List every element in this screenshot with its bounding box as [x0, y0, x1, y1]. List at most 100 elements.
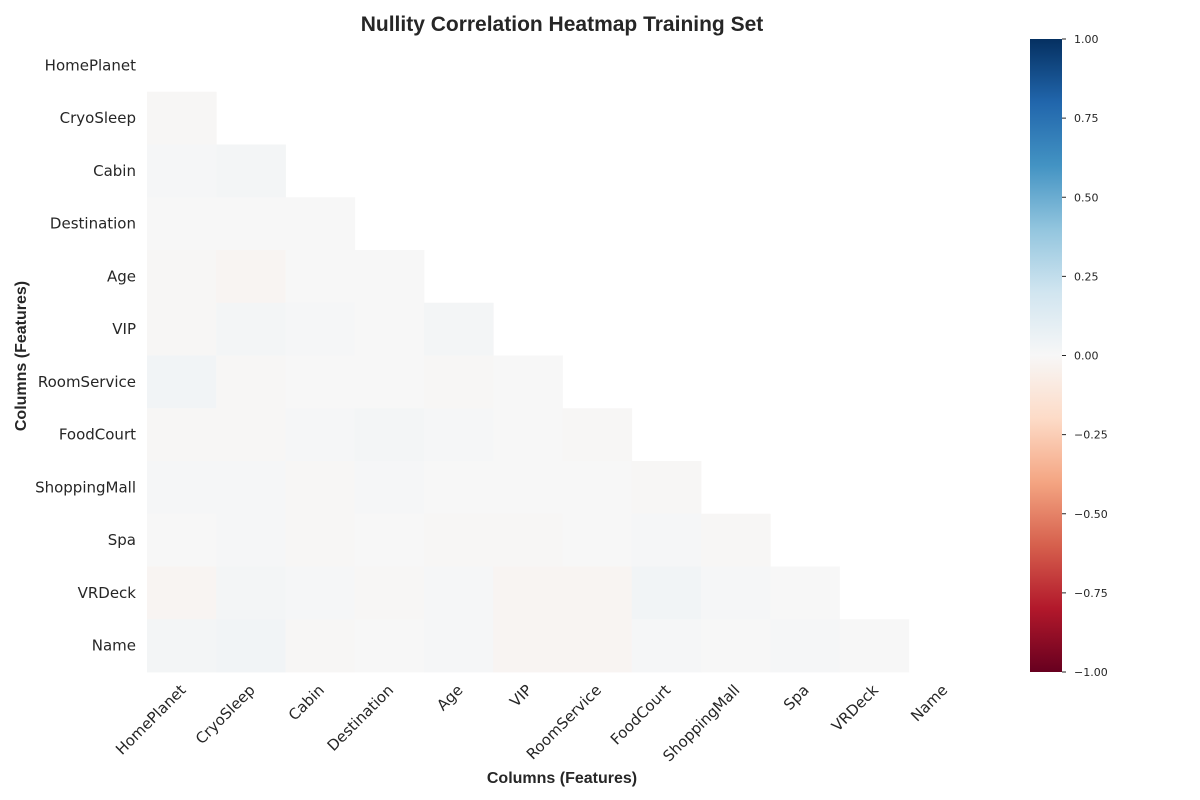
heatmap-cell	[562, 619, 633, 673]
y-tick-label: RoomService	[38, 373, 136, 391]
heatmap-cell	[285, 619, 356, 673]
x-tick-label: FoodCourt	[607, 681, 674, 748]
heatmap-cell	[493, 461, 563, 515]
heatmap-cell	[701, 619, 771, 673]
heatmap-cell	[354, 408, 425, 462]
heatmap-cell	[147, 461, 217, 515]
x-tick-label: CryoSleep	[192, 681, 259, 748]
y-axis-label: Columns (Features)	[13, 281, 30, 431]
heatmap-cell	[562, 566, 633, 620]
colorbar-tick-label: −0.25	[1074, 429, 1108, 442]
heatmap-cell	[354, 355, 425, 409]
heatmap-cell	[562, 461, 633, 515]
heatmap-cell	[631, 461, 702, 515]
heatmap-cell	[285, 355, 356, 409]
heatmap-cell	[839, 619, 910, 673]
heatmap-cell	[285, 461, 356, 515]
x-tick-label: Name	[907, 681, 951, 725]
y-tick-label: CryoSleep	[60, 109, 136, 127]
heatmap-cell	[216, 302, 286, 356]
heatmap-cell	[285, 302, 356, 356]
heatmap-cell	[493, 566, 563, 620]
heatmap-cell	[354, 619, 425, 673]
y-tick-label: FoodCourt	[59, 426, 136, 444]
heatmap-cell	[562, 408, 633, 462]
heatmap-cell	[770, 619, 840, 673]
x-tick-label: Destination	[324, 681, 398, 755]
colorbar-tick-label: 1.00	[1074, 33, 1099, 46]
x-axis-label: Columns (Features)	[487, 770, 637, 787]
heatmap-cell	[424, 619, 494, 673]
x-tick-label: HomePlanet	[112, 681, 189, 758]
heatmap-cell	[216, 144, 286, 198]
heatmap-cell	[147, 513, 217, 567]
heatmap-cell	[354, 566, 425, 620]
y-tick-label: Age	[107, 267, 136, 285]
heatmap-cell	[424, 513, 494, 567]
heatmap-cell	[147, 355, 217, 409]
colorbar-ticks: 1.00 0.75 0.50 0.25 0.00 −0.25 −0.50 −0.75 −1.00	[1062, 33, 1108, 679]
heatmap-cell	[147, 619, 217, 673]
colorbar-tick-label: −0.75	[1074, 587, 1108, 600]
heatmap-cell	[424, 408, 494, 462]
y-tick-label: Cabin	[93, 162, 136, 180]
x-tick-label: VIP	[506, 681, 536, 711]
colorbar-tick-label: 0.00	[1074, 350, 1099, 363]
heatmap-cell	[147, 250, 217, 304]
heatmap-cell	[147, 408, 217, 462]
heatmap-cell	[285, 408, 356, 462]
colorbar-tick-label: 0.50	[1074, 191, 1099, 204]
heatmap-cells	[147, 91, 910, 673]
heatmap-cell	[631, 619, 702, 673]
y-tick-labels: HomePlanet CryoSleep Cabin Destination Age VI…	[35, 56, 136, 654]
heatmap-cell	[701, 566, 771, 620]
heatmap-cell	[216, 461, 286, 515]
y-tick-label: Destination	[50, 215, 136, 233]
heatmap-cell	[216, 566, 286, 620]
y-tick-label: HomePlanet	[45, 56, 136, 74]
x-tick-label: Cabin	[285, 681, 328, 724]
heatmap-cell	[354, 461, 425, 515]
colorbar	[1030, 39, 1062, 672]
heatmap-cell	[631, 513, 702, 567]
heatmap-cell	[285, 566, 356, 620]
heatmap-cell	[285, 513, 356, 567]
x-tick-label: Spa	[780, 681, 813, 714]
colorbar-tick-label: −1.00	[1074, 666, 1108, 679]
heatmap-cell	[354, 302, 425, 356]
y-tick-label: VIP	[112, 320, 136, 338]
heatmap-cell	[147, 302, 217, 356]
heatmap-cell	[147, 91, 217, 145]
heatmap-cell	[493, 513, 563, 567]
colorbar-tick-label: 0.75	[1074, 112, 1099, 125]
y-tick-label: Spa	[108, 531, 136, 549]
x-tick-label: Age	[433, 681, 466, 714]
heatmap-cell	[216, 250, 286, 304]
heatmap-cell	[424, 355, 494, 409]
heatmap-cell	[216, 408, 286, 462]
heatmap-cell	[562, 513, 633, 567]
chart-title: Nullity Correlation Heatmap Training Set	[361, 13, 764, 36]
heatmap-cell	[701, 513, 771, 567]
heatmap-cell	[216, 619, 286, 673]
heatmap-cell	[354, 513, 425, 567]
heatmap-cell	[493, 619, 563, 673]
y-tick-label: VRDeck	[78, 584, 137, 602]
colorbar-tick-label: −0.50	[1074, 508, 1108, 521]
heatmap-cell	[770, 566, 840, 620]
heatmap-cell	[424, 566, 494, 620]
heatmap-cell	[216, 513, 286, 567]
heatmap-cell	[424, 302, 494, 356]
heatmap-cell	[147, 197, 217, 251]
x-tick-label: VRDeck	[828, 681, 882, 735]
colorbar-tick-label: 0.25	[1074, 270, 1099, 283]
heatmap-cell	[424, 461, 494, 515]
heatmap-cell	[493, 408, 563, 462]
heatmap-cell	[216, 355, 286, 409]
heatmap-cell	[493, 355, 563, 409]
heatmap-cell	[285, 197, 356, 251]
y-tick-label: ShoppingMall	[35, 478, 136, 496]
heatmap-cell	[285, 250, 356, 304]
